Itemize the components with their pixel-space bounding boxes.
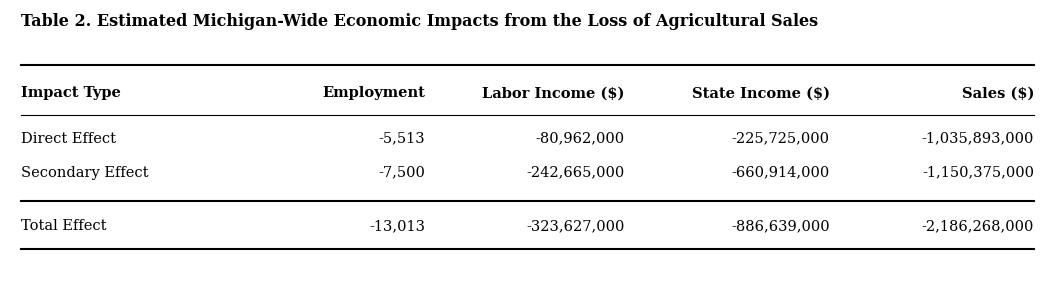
Text: -225,725,000: -225,725,000: [732, 132, 830, 145]
Text: Direct Effect: Direct Effect: [21, 132, 116, 145]
Text: -323,627,000: -323,627,000: [526, 219, 625, 233]
Text: -13,013: -13,013: [370, 219, 425, 233]
Text: -1,035,893,000: -1,035,893,000: [922, 132, 1034, 145]
Text: -660,914,000: -660,914,000: [731, 166, 830, 179]
Text: Secondary Effect: Secondary Effect: [21, 166, 148, 179]
Text: Employment: Employment: [322, 86, 425, 100]
Text: Sales ($): Sales ($): [962, 86, 1034, 100]
Text: -80,962,000: -80,962,000: [536, 132, 625, 145]
Text: -242,665,000: -242,665,000: [526, 166, 625, 179]
Text: -2,186,268,000: -2,186,268,000: [922, 219, 1034, 233]
Text: -5,513: -5,513: [379, 132, 425, 145]
Text: Total Effect: Total Effect: [21, 219, 106, 233]
Text: Table 2. Estimated Michigan-Wide Economic Impacts from the Loss of Agricultural : Table 2. Estimated Michigan-Wide Economi…: [21, 13, 818, 30]
Text: -7,500: -7,500: [378, 166, 425, 179]
Text: -1,150,375,000: -1,150,375,000: [922, 166, 1034, 179]
Text: Impact Type: Impact Type: [21, 86, 121, 100]
Text: -886,639,000: -886,639,000: [731, 219, 830, 233]
Text: Labor Income ($): Labor Income ($): [482, 86, 625, 100]
Text: State Income ($): State Income ($): [692, 86, 830, 100]
